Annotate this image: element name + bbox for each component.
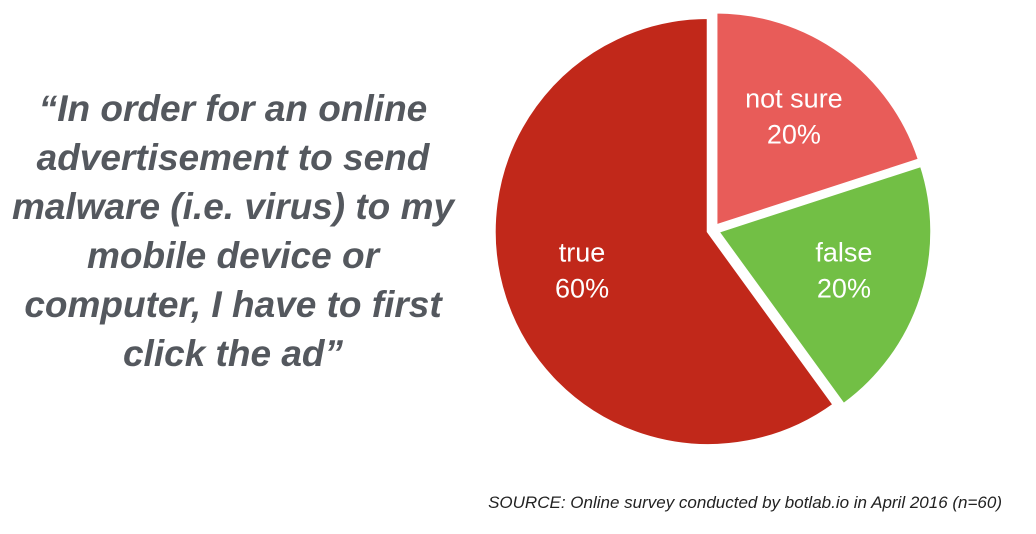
slice-label: true: [559, 238, 606, 268]
quote: “In order for an online advertisement to…: [11, 88, 455, 374]
source-note: SOURCE: Online survey conducted by botla…: [488, 493, 1002, 512]
value-label: 20%: [767, 120, 821, 150]
pie-slice: [715, 163, 934, 407]
slice-label: false: [815, 238, 872, 268]
value-label: 60%: [555, 274, 609, 304]
pie-slice: [492, 16, 837, 448]
value-label: 20%: [817, 274, 871, 304]
slice-label: not sure: [745, 84, 843, 114]
pie-slice: [714, 10, 922, 229]
